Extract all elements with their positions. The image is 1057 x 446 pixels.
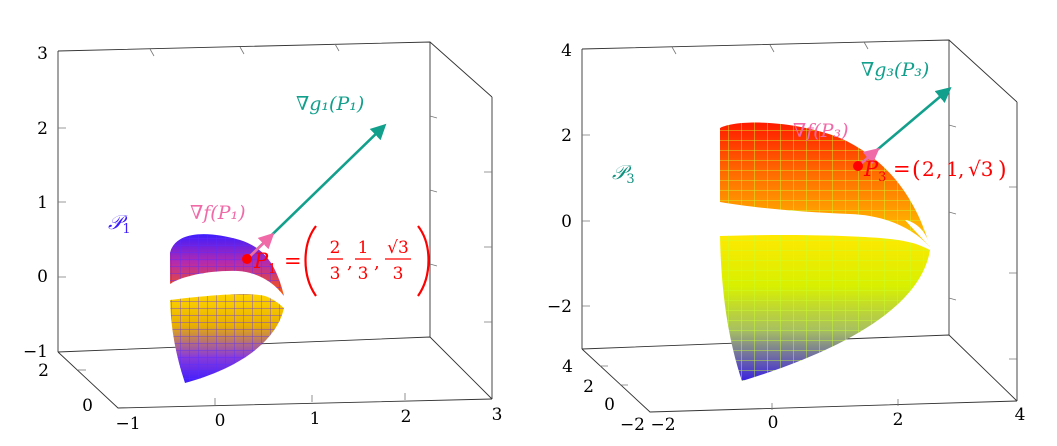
- svg-text:P3: P3: [863, 157, 886, 185]
- right-point-label: P3 = ( 2 , 1 , √3 ): [863, 157, 1007, 185]
- x-tick: −2: [650, 415, 675, 435]
- z-tick: −2: [547, 297, 572, 317]
- svg-text:): ): [998, 158, 1007, 183]
- right-grad-g-label: ∇g₃(P₃): [861, 59, 929, 81]
- svg-text:=: =: [284, 249, 302, 273]
- x-tick: 0: [768, 413, 779, 433]
- z-tick: 3: [37, 44, 48, 64]
- right-z-tick-labels: 4 2 0 −2: [547, 41, 572, 317]
- y-tick: 4: [562, 357, 573, 377]
- z-tick: 2: [37, 119, 48, 139]
- right-x-tick-labels: −2 0 2 4: [650, 405, 1025, 435]
- y-tick: 2: [38, 361, 49, 381]
- left-x-tick-labels: −1 0 1 2 3: [115, 405, 502, 434]
- right-plot: 4 2 0 −2 −2 0 2 4 4 2 0 −2 𝒫3 ∇f(P₃) ∇g₃…: [547, 39, 1025, 435]
- left-point: [242, 254, 252, 264]
- right-surface-label: 𝒫3: [612, 160, 635, 187]
- x-tick: 1: [310, 409, 321, 429]
- left-point-label: P1 = 2 3 , 1 3 , √3 3: [253, 225, 430, 297]
- svg-text:(: (: [912, 158, 921, 183]
- z-tick: 1: [37, 193, 48, 213]
- left-surface-lower: [170, 290, 284, 383]
- x-tick: 3: [492, 405, 503, 425]
- x-tick: −1: [115, 414, 140, 434]
- svg-text:1: 1: [358, 238, 369, 258]
- svg-text:,: ,: [347, 252, 353, 273]
- y-tick: 0: [82, 396, 93, 416]
- svg-text:3: 3: [330, 264, 341, 284]
- left-grad-f-label: ∇f(P₁): [190, 202, 246, 224]
- left-z-tick-labels: 3 2 1 0 −1: [23, 44, 48, 362]
- left-plot: 3 2 1 0 −1 −1 0 1 2 3 2 0 𝒫1 ∇f(P₁) ∇g₁(…: [23, 41, 502, 434]
- z-tick: 0: [37, 267, 48, 287]
- z-tick: −1: [23, 342, 48, 362]
- left-y-tick-labels: 2 0: [38, 361, 93, 416]
- svg-text:=: =: [893, 157, 911, 181]
- right-surface-upper: [720, 122, 930, 247]
- z-tick: 0: [561, 212, 572, 232]
- svg-text:3: 3: [393, 264, 404, 284]
- z-tick: 2: [561, 126, 572, 146]
- left-grad-g-label: ∇g₁(P₁): [296, 93, 364, 115]
- svg-text:√3: √3: [387, 238, 409, 258]
- svg-text:2: 2: [330, 238, 341, 258]
- svg-text:,: ,: [374, 252, 380, 273]
- x-tick: 2: [893, 410, 904, 430]
- svg-text:1: 1: [946, 157, 959, 181]
- x-tick: 4: [1015, 405, 1026, 425]
- z-tick: 4: [561, 41, 572, 61]
- right-y-tick-labels: 4 2 0 −2: [562, 357, 645, 435]
- left-surface-label: 𝒫1: [108, 210, 131, 237]
- y-tick: 0: [604, 395, 615, 415]
- svg-text:3: 3: [358, 264, 369, 284]
- right-surface-lower: [720, 234, 930, 381]
- svg-text:√3: √3: [968, 157, 993, 181]
- svg-text:,: ,: [958, 157, 964, 181]
- right-point: [853, 161, 863, 171]
- x-tick: 2: [401, 407, 412, 427]
- svg-text:,: ,: [936, 157, 942, 181]
- y-tick: −2: [620, 415, 645, 435]
- y-tick: 2: [583, 377, 594, 397]
- right-grad-f-label: ∇f(P₃): [793, 120, 849, 142]
- left-grad-f-vector: [246, 232, 275, 260]
- svg-text:P1: P1: [253, 249, 276, 277]
- x-tick: 0: [215, 411, 226, 431]
- svg-text:2: 2: [922, 157, 935, 181]
